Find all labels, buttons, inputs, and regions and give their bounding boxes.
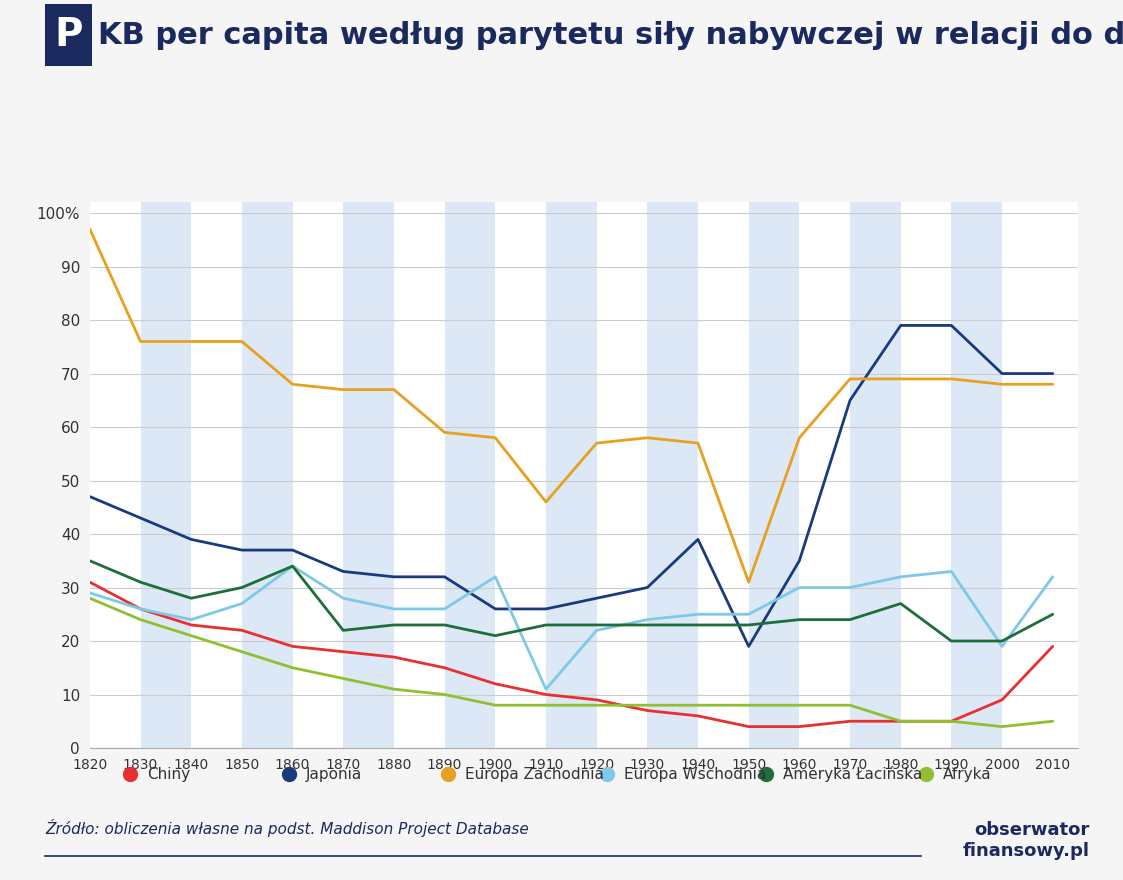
Bar [546, 202, 596, 748]
Bar [344, 202, 394, 748]
Bar [647, 202, 699, 748]
Text: Źródło: obliczenia własne na podst. Maddison Project Database: Źródło: obliczenia własne na podst. Madd… [45, 819, 529, 837]
Text: Chiny: Chiny [147, 766, 190, 782]
Text: obserwator
finansowy.pl: obserwator finansowy.pl [962, 821, 1089, 860]
FancyBboxPatch shape [45, 4, 92, 66]
Text: P: P [54, 16, 83, 55]
Bar [140, 202, 191, 748]
Bar [749, 202, 800, 748]
Text: KB per capita według parytetu siły nabywczej w relacji do dochodu w USA: KB per capita według parytetu siły nabyw… [98, 21, 1123, 49]
Text: Europa Zachodnia: Europa Zachodnia [465, 766, 604, 782]
Bar [241, 202, 293, 748]
Text: Afryka: Afryka [942, 766, 990, 782]
Text: Ameryka Łacińska: Ameryka Łacińska [783, 766, 922, 782]
Text: Japonia: Japonia [305, 766, 363, 782]
Bar [445, 202, 495, 748]
Text: Europa Wschodnia: Europa Wschodnia [624, 766, 767, 782]
Bar [850, 202, 901, 748]
Bar [951, 202, 1002, 748]
